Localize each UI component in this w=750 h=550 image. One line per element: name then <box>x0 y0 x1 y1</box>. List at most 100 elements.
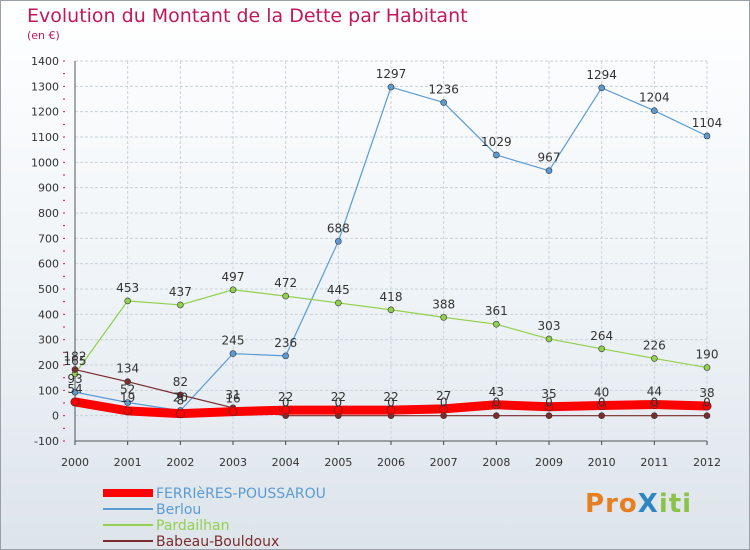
y-tick-label: 500 <box>38 283 59 296</box>
x-tick-label: 2007 <box>430 456 458 469</box>
data-label: 0 <box>545 396 553 410</box>
data-point <box>70 397 80 407</box>
data-point <box>598 84 605 92</box>
data-label: 8 <box>177 394 185 408</box>
data-point <box>282 352 289 360</box>
proxiti-logo: ProXiti <box>585 489 692 519</box>
x-tick-label: 2001 <box>114 456 142 469</box>
logo-letter: o <box>618 489 638 519</box>
data-point <box>544 402 554 412</box>
data-point <box>124 399 131 406</box>
data-label: 43 <box>489 385 504 399</box>
data-point <box>702 401 712 411</box>
y-tick-label: 1000 <box>31 156 59 169</box>
x-tick-label: 2005 <box>324 456 352 469</box>
y-tick-label: 0 <box>52 410 59 423</box>
data-label: 31 <box>225 388 240 402</box>
data-point <box>651 355 658 362</box>
y-tick-label: 1100 <box>31 131 59 144</box>
x-tick-label: 2002 <box>166 456 194 469</box>
data-label: 688 <box>327 221 350 235</box>
data-label: 82 <box>173 375 188 389</box>
legend-label: Berlou <box>156 502 201 518</box>
data-point <box>124 378 131 386</box>
x-tick-label: 2010 <box>588 456 616 469</box>
data-point <box>598 412 605 419</box>
logo-letter: i <box>658 489 669 519</box>
data-label: 1297 <box>376 67 407 81</box>
data-label: 20 <box>173 391 188 405</box>
chart-subtitle: (en €) <box>27 29 60 42</box>
y-tick-label: 800 <box>38 207 59 220</box>
data-point <box>703 132 711 140</box>
data-point <box>387 83 395 91</box>
y-tick-label: 1400 <box>31 55 59 68</box>
data-label: 418 <box>380 290 403 304</box>
data-point <box>440 412 447 419</box>
x-tick-label: 2008 <box>482 456 510 469</box>
data-label: 54 <box>67 382 82 396</box>
data-point <box>440 314 447 321</box>
x-tick-label: 2000 <box>61 456 89 469</box>
data-label: 1104 <box>692 116 723 130</box>
data-label: 1294 <box>586 68 617 82</box>
y-tick-label: 300 <box>38 334 59 347</box>
data-point <box>282 292 289 300</box>
data-point <box>493 412 500 419</box>
x-tick-label: 2009 <box>535 456 563 469</box>
data-point <box>545 412 553 419</box>
data-label: 967 <box>538 151 561 165</box>
data-label: 264 <box>590 329 613 343</box>
y-tick-label: 1300 <box>31 80 59 93</box>
y-tick-label: 900 <box>38 182 59 195</box>
data-label: 0 <box>440 396 448 410</box>
data-label: 0 <box>651 396 659 410</box>
data-point <box>334 405 343 415</box>
data-label: 245 <box>222 334 245 348</box>
data-label: 1204 <box>639 91 670 105</box>
x-tick-label: 2004 <box>272 456 300 469</box>
data-point <box>71 388 79 396</box>
data-point <box>545 167 553 174</box>
data-point <box>545 335 553 343</box>
data-label: 134 <box>116 362 139 376</box>
data-label: 0 <box>598 396 606 410</box>
data-label: 497 <box>222 270 245 284</box>
data-point <box>71 366 79 373</box>
data-point <box>177 391 184 399</box>
data-label: 453 <box>116 281 139 295</box>
data-label: 388 <box>432 297 455 311</box>
y-tick-label: 400 <box>38 308 59 321</box>
data-point <box>335 299 342 307</box>
data-label: 445 <box>327 283 350 297</box>
logo-letter: t <box>668 489 683 519</box>
data-label: 165 <box>64 354 87 368</box>
data-point <box>650 400 659 409</box>
legend-label: Pardailhan <box>156 518 229 534</box>
data-label: 226 <box>643 338 666 352</box>
data-point <box>228 407 238 416</box>
data-label: 303 <box>538 319 561 333</box>
data-label: 22 <box>383 390 398 404</box>
data-point <box>703 364 711 371</box>
data-label: 19 <box>120 391 135 405</box>
data-label: 22 <box>278 390 293 404</box>
data-point <box>387 306 395 314</box>
data-label: 190 <box>696 348 719 362</box>
data-point <box>651 107 658 114</box>
legend-label: Babeau-Bouldoux <box>156 534 279 549</box>
data-label: 361 <box>485 304 508 318</box>
data-label: 0 <box>387 396 395 410</box>
x-tick-label: 2012 <box>693 456 721 469</box>
legend-label: FERRIèRES-POUSSAROU <box>156 486 326 502</box>
data-point <box>493 320 500 328</box>
data-label: 27 <box>436 389 451 403</box>
logo-letter: P <box>585 489 606 519</box>
data-label: 93 <box>67 372 82 386</box>
data-label: 40 <box>594 386 609 400</box>
x-tick-label: 2003 <box>219 456 247 469</box>
data-label: 0 <box>493 396 501 410</box>
data-label: 236 <box>274 336 297 350</box>
x-tick-label: 2011 <box>640 456 668 469</box>
logo-letter: X <box>637 489 659 519</box>
